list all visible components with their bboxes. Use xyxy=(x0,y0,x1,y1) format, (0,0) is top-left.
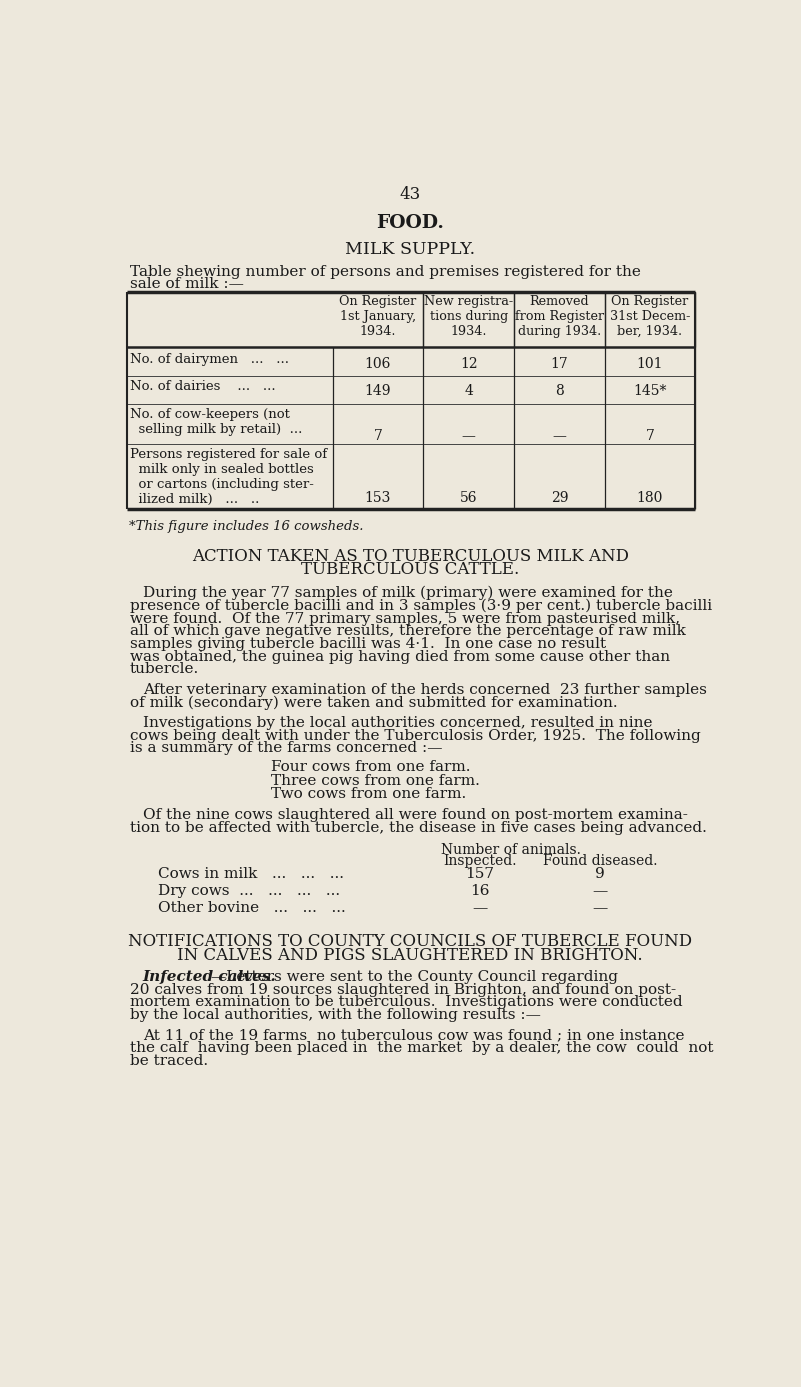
Text: 180: 180 xyxy=(637,491,663,505)
Text: be traced.: be traced. xyxy=(130,1054,207,1068)
Text: samples giving tubercle bacilli was 4·1.  In one case no result: samples giving tubercle bacilli was 4·1.… xyxy=(130,637,606,651)
Text: 43: 43 xyxy=(400,186,421,203)
Text: ACTION TAKEN AS TO TUBERCULOUS MILK AND: ACTION TAKEN AS TO TUBERCULOUS MILK AND xyxy=(191,548,629,565)
Text: TUBERCULOUS CATTLE.: TUBERCULOUS CATTLE. xyxy=(301,562,519,578)
Text: Cows in milk   ...   ...   ...: Cows in milk ... ... ... xyxy=(159,867,344,881)
Text: 7: 7 xyxy=(646,429,654,442)
Text: Inspected.: Inspected. xyxy=(443,853,517,868)
Text: On Register
31st Decem-
ber, 1934.: On Register 31st Decem- ber, 1934. xyxy=(610,295,690,338)
Text: NOTIFICATIONS TO COUNTY COUNCILS OF TUBERCLE FOUND: NOTIFICATIONS TO COUNTY COUNCILS OF TUBE… xyxy=(128,933,692,950)
Text: tion to be affected with tubercle, the disease in five cases being advanced.: tion to be affected with tubercle, the d… xyxy=(130,821,706,835)
Text: Investigations by the local authorities concerned, resulted in nine: Investigations by the local authorities … xyxy=(143,716,652,730)
Text: During the year 77 samples of milk (primary) were examined for the: During the year 77 samples of milk (prim… xyxy=(143,587,673,601)
Text: of milk (secondary) were taken and submitted for examination.: of milk (secondary) were taken and submi… xyxy=(130,695,618,710)
Text: 20 calves from 19 sources slaughtered in Brighton, and found on post-: 20 calves from 19 sources slaughtered in… xyxy=(130,982,676,997)
Text: 157: 157 xyxy=(465,867,494,881)
Text: No. of dairies    ...   ...: No. of dairies ... ... xyxy=(131,380,276,394)
Text: —: — xyxy=(461,429,476,442)
Text: by the local authorities, with the following results :—: by the local authorities, with the follo… xyxy=(130,1008,541,1022)
Text: No. of cow-keepers (not
  selling milk by retail)  ...: No. of cow-keepers (not selling milk by … xyxy=(131,408,303,437)
Text: cows being dealt with under the Tuberculosis Order, 1925.  The following: cows being dealt with under the Tubercul… xyxy=(130,728,700,742)
Text: 153: 153 xyxy=(364,491,391,505)
Text: 12: 12 xyxy=(460,356,477,370)
Text: *This figure includes 16 cowsheds.: *This figure includes 16 cowsheds. xyxy=(129,520,364,533)
Text: —: — xyxy=(593,884,608,897)
Text: At 11 of the 19 farms  no tuberculous cow was found ; in one instance: At 11 of the 19 farms no tuberculous cow… xyxy=(143,1028,684,1043)
Text: —: — xyxy=(473,900,488,914)
Text: FOOD.: FOOD. xyxy=(376,214,444,232)
Text: Persons registered for sale of
  milk only in sealed bottles
  or cartons (inclu: Persons registered for sale of milk only… xyxy=(131,448,328,506)
Text: Removed
from Register
during 1934.: Removed from Register during 1934. xyxy=(515,295,604,338)
Text: On Register
1st January,
1934.: On Register 1st January, 1934. xyxy=(340,295,417,338)
Text: Table shewing number of persons and premises registered for the: Table shewing number of persons and prem… xyxy=(130,265,641,279)
Text: 7: 7 xyxy=(373,429,382,442)
Text: Number of animals.: Number of animals. xyxy=(441,843,581,857)
Text: No. of dairymen   ...   ...: No. of dairymen ... ... xyxy=(131,352,289,366)
Text: 145*: 145* xyxy=(634,384,666,398)
Text: were found.  Of the 77 primary samples, 5 were from pasteurised milk,: were found. Of the 77 primary samples, 5… xyxy=(130,612,680,626)
Text: the calf  having been placed in  the market  by a dealer, the cow  could  not: the calf having been placed in the marke… xyxy=(130,1042,713,1056)
Text: presence of tubercle bacilli and in 3 samples (3·9 per cent.) tubercle bacilli: presence of tubercle bacilli and in 3 sa… xyxy=(130,599,712,613)
Text: tubercle.: tubercle. xyxy=(130,663,199,677)
Text: Three cows from one farm.: Three cows from one farm. xyxy=(271,774,480,788)
Text: Dry cows  ...   ...   ...   ...: Dry cows ... ... ... ... xyxy=(159,884,340,897)
Text: Found diseased.: Found diseased. xyxy=(543,853,658,868)
Text: Other bovine   ...   ...   ...: Other bovine ... ... ... xyxy=(159,900,346,914)
Text: Four cows from one farm.: Four cows from one farm. xyxy=(271,760,470,774)
Text: 8: 8 xyxy=(555,384,564,398)
Text: mortem examination to be tuberculous.  Investigations were conducted: mortem examination to be tuberculous. In… xyxy=(130,996,682,1010)
Text: 56: 56 xyxy=(460,491,477,505)
Text: —: — xyxy=(553,429,566,442)
Text: 16: 16 xyxy=(470,884,489,897)
Text: Infected calves.: Infected calves. xyxy=(143,970,276,983)
Text: was obtained, the guinea pig having died from some cause other than: was obtained, the guinea pig having died… xyxy=(130,649,670,663)
Text: sale of milk :—: sale of milk :— xyxy=(130,276,244,290)
Text: 101: 101 xyxy=(637,356,663,370)
Text: 29: 29 xyxy=(550,491,568,505)
Text: —: — xyxy=(593,900,608,914)
Text: New registra-
tions during
1934.: New registra- tions during 1934. xyxy=(424,295,513,338)
Text: After veterinary examination of the herds concerned  23 further samples: After veterinary examination of the herd… xyxy=(143,682,706,696)
Text: 106: 106 xyxy=(364,356,391,370)
Text: 17: 17 xyxy=(550,356,568,370)
Text: IN CALVES AND PIGS SLAUGHTERED IN BRIGHTON.: IN CALVES AND PIGS SLAUGHTERED IN BRIGHT… xyxy=(177,947,643,964)
Text: 4: 4 xyxy=(465,384,473,398)
Text: is a summary of the farms concerned :—: is a summary of the farms concerned :— xyxy=(130,741,442,756)
Text: all of which gave negative results, therefore the percentage of raw milk: all of which gave negative results, ther… xyxy=(130,624,686,638)
Text: —Letters were sent to the County Council regarding: —Letters were sent to the County Council… xyxy=(211,970,618,983)
Text: Of the nine cows slaughtered all were found on post-mortem examina-: Of the nine cows slaughtered all were fo… xyxy=(143,809,687,822)
Text: MILK SUPPLY.: MILK SUPPLY. xyxy=(345,241,475,258)
Text: Two cows from one farm.: Two cows from one farm. xyxy=(271,786,466,802)
Text: 149: 149 xyxy=(364,384,391,398)
Text: 9: 9 xyxy=(595,867,605,881)
